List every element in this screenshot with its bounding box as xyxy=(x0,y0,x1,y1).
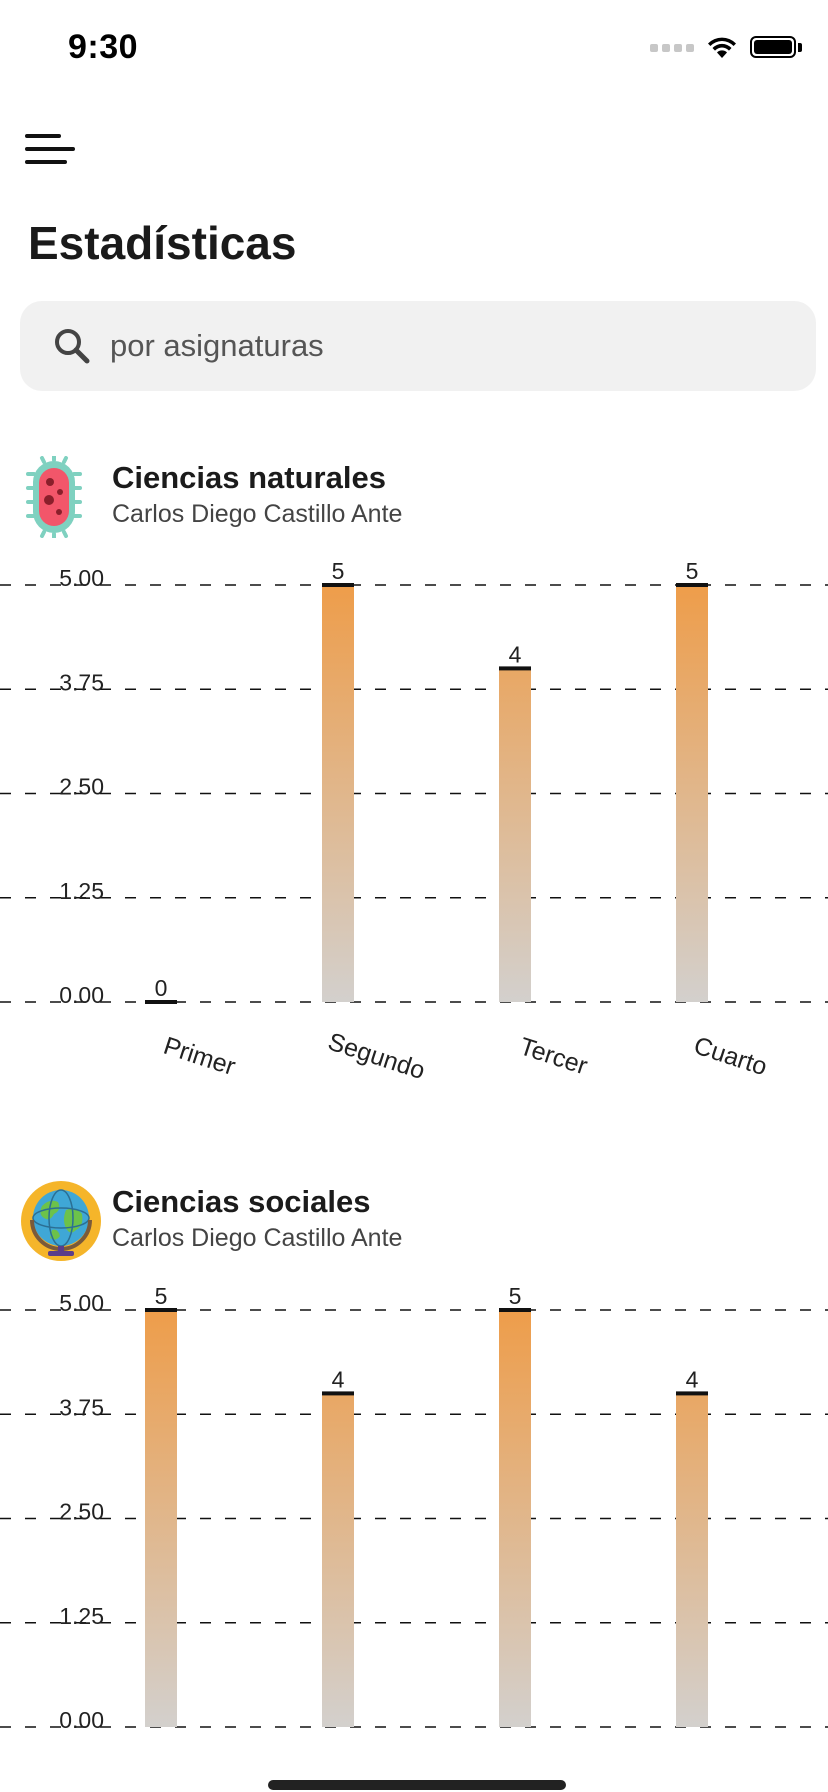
y-tick-label: 3.75 xyxy=(59,1394,104,1420)
subject-header-ciencias-naturales[interactable]: Ciencias naturales Carlos Diego Castillo… xyxy=(20,456,800,542)
bar[interactable] xyxy=(676,1393,708,1727)
x-category-label: Primer xyxy=(160,1032,239,1081)
teacher-name: Carlos Diego Castillo Ante xyxy=(112,500,403,528)
status-time: 9:30 xyxy=(68,28,139,66)
subject-header-ciencias-sociales[interactable]: Ciencias sociales Carlos Diego Castillo … xyxy=(20,1180,800,1266)
bar[interactable] xyxy=(322,585,354,1002)
grades-chart-ciencias-sociales: 0.00 1.25 2.50 3.75 5.00 5 4 5 4 xyxy=(0,1283,828,1733)
bacteria-icon xyxy=(26,456,82,538)
bar-value-label: 5 xyxy=(686,558,699,584)
teacher-name: Carlos Diego Castillo Ante xyxy=(112,1224,403,1252)
battery-icon xyxy=(750,36,802,60)
y-tick-label: 1.25 xyxy=(59,1603,104,1629)
cellular-signal-icon xyxy=(650,44,694,52)
bar-value-label: 4 xyxy=(509,641,522,667)
wifi-icon xyxy=(708,37,736,58)
search-bar[interactable] xyxy=(20,301,816,391)
y-tick-label: 0.00 xyxy=(59,982,104,1008)
y-tick-label: 5.00 xyxy=(59,1290,104,1316)
bar[interactable] xyxy=(322,1393,354,1727)
bar-cap xyxy=(322,583,354,587)
bar-value-label: 4 xyxy=(332,1366,345,1392)
bar-cap xyxy=(499,666,531,671)
subject-name: Ciencias naturales xyxy=(112,460,386,495)
bar[interactable] xyxy=(676,585,708,1002)
menu-button[interactable] xyxy=(22,128,78,174)
bar-value-label: 0 xyxy=(155,975,168,1001)
bar-cap xyxy=(145,1000,177,1004)
y-tick-label: 5.00 xyxy=(59,565,104,591)
x-category-label: Cuarto xyxy=(690,1031,770,1081)
grades-chart-ciencias-naturales: 0.00 1.25 2.50 3.75 5.00 0 5 4 5 Primer Segundo Ter… xyxy=(0,558,828,1086)
home-indicator xyxy=(268,1780,566,1790)
bar-cap xyxy=(676,1391,708,1396)
bar-cap xyxy=(145,1308,177,1312)
search-input[interactable] xyxy=(108,327,732,365)
bar-value-label: 5 xyxy=(332,558,345,584)
bar-cap xyxy=(322,1391,354,1396)
y-tick-label: 2.50 xyxy=(59,774,104,800)
y-tick-label: 0.00 xyxy=(59,1707,104,1733)
page-title: Estadísticas xyxy=(28,217,297,269)
status-bar: 9:30 xyxy=(0,0,828,96)
bar[interactable] xyxy=(499,668,531,1002)
globe-icon xyxy=(21,1181,101,1261)
y-tick-label: 2.50 xyxy=(59,1499,104,1525)
bar-value-label: 5 xyxy=(509,1283,522,1309)
bar[interactable] xyxy=(145,1310,177,1727)
bar[interactable] xyxy=(499,1310,531,1727)
bar-cap xyxy=(676,583,708,587)
search-icon xyxy=(55,329,90,364)
bar-cap xyxy=(499,1308,531,1312)
x-category-label: Segundo xyxy=(325,1028,429,1086)
subject-name: Ciencias sociales xyxy=(112,1184,371,1219)
status-icons xyxy=(650,36,802,60)
bar-value-label: 4 xyxy=(686,1366,699,1392)
y-tick-label: 1.25 xyxy=(59,878,104,904)
y-tick-label: 3.75 xyxy=(59,669,104,695)
x-category-label: Tercer xyxy=(516,1032,591,1080)
bar-value-label: 5 xyxy=(155,1283,168,1309)
